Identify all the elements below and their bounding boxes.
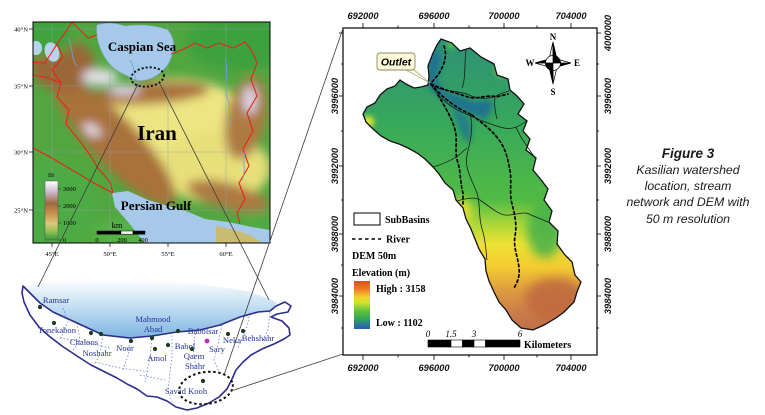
- scalebar-tick: 0: [426, 329, 431, 339]
- scalebar-tick: 1.5: [445, 329, 457, 339]
- y-axis-label-left: 3992000: [330, 147, 340, 184]
- caspian-sea-shape: [96, 22, 175, 81]
- stream-network: [430, 45, 521, 289]
- lat-label: 30°N: [14, 150, 28, 157]
- lon-label: 55°E: [161, 251, 174, 258]
- city-label-neka: Neka: [223, 335, 241, 345]
- y-axis-label-left: 3988000: [330, 215, 340, 252]
- city-label-chaloos: Chaloos: [70, 337, 99, 347]
- dem-legend: SubBasins River DEM 50m Elevation (m) Hi…: [352, 212, 430, 329]
- scalebar-tick: 3: [471, 329, 477, 339]
- lat-label: 35°N: [14, 84, 28, 91]
- x-axis-label-top: 692000: [347, 11, 379, 21]
- y-axis-label-left: 3984000: [330, 277, 340, 314]
- y-axis-label-right: 4000000: [603, 14, 613, 52]
- city-label-babol: Babol: [175, 341, 196, 351]
- lon-label: 60°E: [219, 251, 232, 258]
- legend-subbasins-label: SubBasins: [385, 215, 430, 226]
- legend-low-label: Low : 1102: [376, 318, 423, 329]
- lat-label: 40°N: [14, 27, 28, 34]
- y-axis-label-right: 3988000: [603, 215, 613, 252]
- city-label-amol: Amol: [147, 353, 167, 363]
- compass-s: S: [550, 87, 555, 97]
- watershed-dem-map: Outlet N S W E SubBasins River DEM 50m E…: [330, 11, 613, 373]
- x-axis-label-bottom: 704000: [555, 363, 587, 373]
- x-axis-label-top: 696000: [418, 11, 450, 21]
- figure-caption: Figure 3 Kasilian watershed location, st…: [612, 146, 764, 227]
- y-axis-label-right: 3984000: [603, 277, 613, 314]
- legend-river-label: River: [386, 235, 410, 246]
- city-label-ramsar: Ramsar: [43, 295, 69, 305]
- scalebar-unit: Kilometers: [524, 340, 571, 351]
- y-axis-label-right: 3992000: [603, 147, 613, 184]
- city-label-qaem-2: Shahr: [185, 361, 205, 371]
- legend-elevation-title: Elevation (m): [352, 268, 410, 279]
- watershed-scalebar: 0 1.5 3 6 Kilometers: [426, 329, 572, 351]
- scalebar-tick: 6: [518, 329, 523, 339]
- iran-overview-map: Caspian Sea Iran Persian Gulf m 3000 200…: [14, 21, 271, 258]
- elev-unit-label: m: [48, 170, 54, 179]
- city-label-qaem-1: Qaem: [184, 351, 205, 361]
- x-axis-label-top: 700000: [488, 11, 520, 21]
- elev-tick: 1000: [63, 220, 76, 227]
- legend-high-label: High : 3158: [376, 284, 425, 295]
- km-label: km: [112, 220, 123, 230]
- compass-w: W: [526, 58, 535, 68]
- compass-rose: [534, 41, 572, 85]
- x-axis-label-bottom: 692000: [347, 363, 379, 373]
- figure-caption-line: network and DEM with: [626, 195, 750, 210]
- caspian-sea-label: Caspian Sea: [108, 39, 177, 54]
- city-label-noshahr: Noshahr: [82, 348, 111, 358]
- km-tick: 400: [138, 237, 148, 244]
- city-label-mahmood-2: Abad: [144, 324, 163, 334]
- lon-label: 50°E: [103, 251, 116, 258]
- province-map: Ramsar Tonekabon Chaloos Noshahr Noor Ma…: [21, 280, 292, 411]
- lon-label: 45°E: [45, 251, 58, 258]
- figure-caption-line: location, stream: [644, 179, 732, 194]
- study-area-ellipse: [130, 66, 165, 88]
- city-label-behshahr: Behshahr: [242, 333, 275, 343]
- sary-city-dot: [204, 338, 210, 344]
- city-label-sary: Sary: [209, 344, 225, 354]
- y-axis-label-right: 3996000: [603, 77, 613, 114]
- lat-label: 25°N: [14, 208, 28, 215]
- y-axis-label-left: 3996000: [330, 77, 340, 114]
- x-axis-label-bottom: 700000: [488, 363, 520, 373]
- elev-tick: 3000: [63, 186, 76, 193]
- iran-label: Iran: [137, 121, 177, 145]
- outlet-callout: Outlet: [376, 52, 431, 84]
- elev-tick: 2000: [63, 203, 76, 210]
- figure-caption-line: 50 m resolution: [645, 211, 731, 226]
- city-label-tonekabon: Tonekabon: [38, 325, 77, 335]
- city-label-mahmood-1: Mahmood: [135, 314, 171, 324]
- city-label-savad-kooh: Savad Kooh: [165, 386, 208, 396]
- figure-caption-line: Kasilian watershed: [636, 163, 740, 177]
- persian-gulf-label: Persian Gulf: [121, 198, 192, 213]
- compass-e: E: [574, 58, 580, 68]
- figure-caption-title: Figure 3: [661, 146, 715, 161]
- city-label-babolsar: Babolsar: [188, 326, 219, 336]
- legend-dem-title: DEM 50m: [352, 251, 397, 262]
- x-axis-label-bottom: 696000: [418, 363, 450, 373]
- outlet-label: Outlet: [381, 57, 412, 69]
- x-axis-label-top: 704000: [555, 11, 587, 21]
- compass-n: N: [550, 32, 557, 42]
- city-label-noor: Noor: [116, 343, 134, 353]
